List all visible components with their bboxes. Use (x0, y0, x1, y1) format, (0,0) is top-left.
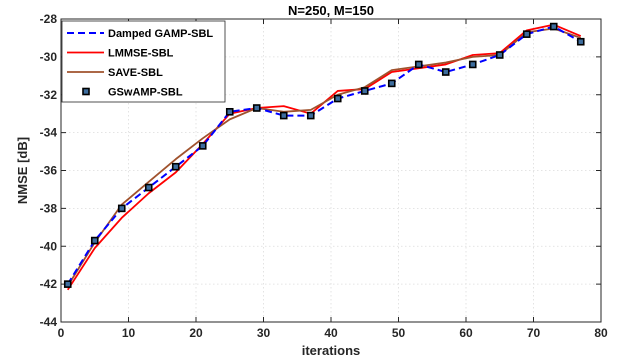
x-tick-label: 60 (459, 326, 473, 340)
x-tick-label: 10 (122, 326, 136, 340)
tick-layer: 0 10 20 30 40 50 60 70 80 -44 -42 -40 -38 -36 -34 -32 -3… (40, 12, 608, 340)
y-tick-label: -44 (40, 315, 58, 329)
x-tick-label: 30 (257, 326, 271, 340)
y-tick-label: -28 (40, 12, 58, 26)
gswamp-sbl-marker (171, 162, 180, 171)
y-tick-label: -40 (40, 239, 58, 253)
legend: Damped GAMP-SBL LMMSE-SBL SAVE-SBL GSwAMP-S… (61, 20, 226, 103)
x-tick-label: 20 (189, 326, 203, 340)
gswamp-sbl-marker (576, 37, 585, 46)
gswamp-sbl-marker (468, 60, 477, 69)
gswamp-sbl-marker (117, 204, 126, 213)
legend-label-gswamp-sbl: GSwAMP-SBL (108, 87, 183, 99)
x-tick-label: 0 (58, 326, 65, 340)
legend-swatch-gswamp-sbl (82, 87, 90, 96)
gswamp-sbl-marker (522, 30, 531, 38)
y-tick-label: -38 (40, 201, 58, 215)
gswamp-sbl-marker (63, 280, 72, 288)
gswamp-sbl-marker (441, 68, 450, 76)
gswamp-sbl-marker (198, 142, 207, 150)
x-axis-title: iterations (302, 343, 361, 358)
gswamp-sbl-marker (90, 236, 99, 245)
gswamp-sbl-marker (333, 94, 342, 103)
save-sbl-line (66, 27, 582, 287)
x-tick-label: 70 (527, 326, 541, 340)
gswamp-sbl-marker (306, 111, 315, 120)
legend-label-damped-gamp-sbl: Damped GAMP-SBL (108, 28, 213, 40)
gswamp-sbl-marker (252, 104, 261, 112)
x-tick-label: 80 (594, 326, 608, 340)
grid-layer (61, 19, 601, 322)
y-tick-label: -36 (40, 164, 58, 178)
gswamp-sbl-marker (414, 60, 423, 69)
y-tick-label: -30 (40, 50, 58, 64)
gswamp-sbl-marker (144, 183, 153, 192)
y-tick-label: -34 (40, 126, 58, 140)
x-tick-label: 50 (392, 326, 406, 340)
gswamp-sbl-marker (387, 79, 396, 88)
gswamp-sbl-marker (279, 111, 288, 120)
gswamp-sbl-marker (225, 107, 234, 116)
gswamp-sbl-marker (360, 87, 369, 95)
damped-gamp-sbl-line (66, 25, 582, 285)
legend-label-lmmse-sbl: LMMSE-SBL (108, 48, 174, 60)
y-tick-label: -32 (40, 88, 58, 102)
chart-title: N=250, M=150 (288, 3, 374, 18)
x-tick-label: 40 (324, 326, 338, 340)
gswamp-sbl-marker (549, 22, 558, 31)
y-axis-title: NMSE [dB] (15, 137, 30, 204)
legend-label-save-sbl: SAVE-SBL (108, 67, 163, 79)
gswamp-sbl-marker (495, 51, 504, 59)
y-tick-label: -42 (40, 277, 58, 291)
series-layer (63, 22, 585, 291)
